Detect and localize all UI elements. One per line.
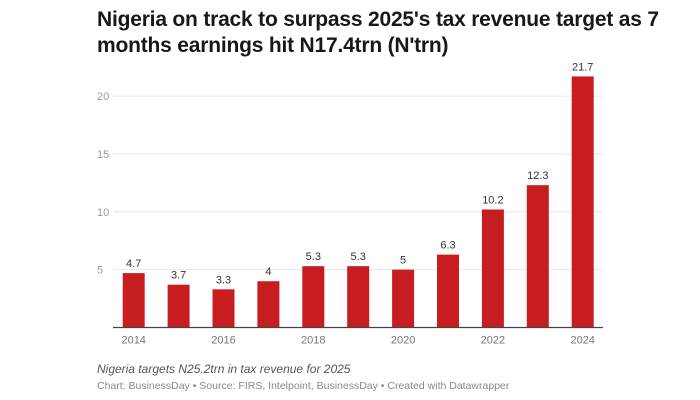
bar-2016 [212, 289, 235, 328]
x-tick-label: 2018 [301, 335, 325, 347]
bar-2023 [526, 185, 549, 328]
chart-title: Nigeria on track to surpass 2025's tax r… [97, 8, 659, 57]
data-label: 4 [265, 266, 271, 278]
data-label: 21.7 [572, 61, 593, 73]
bar-2024 [571, 76, 594, 328]
chart-source: Chart: BusinessDay • Source: FIRS, Intel… [97, 380, 510, 392]
x-tick-label: 2020 [391, 335, 415, 347]
data-label: 5.3 [306, 251, 321, 263]
x-tick-label: 2014 [121, 335, 145, 347]
x-tick-label: 2016 [211, 335, 235, 347]
x-tick-label: 2024 [570, 335, 594, 347]
data-label: 4.7 [126, 258, 141, 270]
bar-2017 [257, 281, 280, 328]
chart-note: Nigeria targets N25.2trn in tax revenue … [97, 362, 351, 376]
data-label: 5 [400, 255, 406, 267]
bar-2018 [302, 266, 325, 328]
data-label: 6.3 [440, 240, 455, 252]
bar-2014 [122, 273, 145, 328]
y-tick-label: 15 [97, 149, 109, 161]
y-tick-label: 5 [97, 265, 103, 277]
bar-2020 [392, 269, 415, 328]
data-label: 10.2 [482, 194, 503, 206]
data-label: 3.7 [171, 270, 186, 282]
bar-2022 [481, 209, 504, 328]
data-label: 3.3 [216, 274, 231, 286]
bar-2021 [437, 254, 459, 328]
y-tick-label: 10 [97, 207, 109, 219]
x-tick-label: 2022 [481, 335, 505, 347]
data-label: 12.3 [527, 170, 548, 182]
y-tick-label: 20 [97, 91, 109, 103]
data-label: 5.3 [351, 251, 366, 263]
bar-2019 [347, 266, 370, 328]
bar-2015 [167, 284, 190, 328]
